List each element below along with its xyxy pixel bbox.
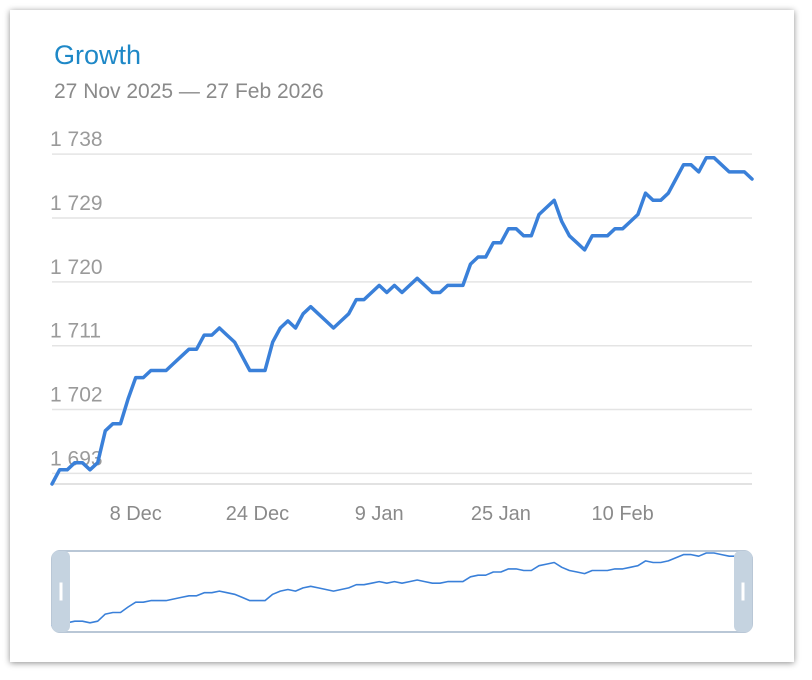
x-axis: 8 Dec 24 Dec 9 Jan 25 Jan 10 Feb bbox=[110, 503, 654, 525]
grid-lines bbox=[52, 153, 752, 485]
x-tick-label: 24 Dec bbox=[226, 503, 289, 525]
y-tick-label: 1 693 bbox=[50, 447, 103, 470]
chart-title: Growth bbox=[54, 40, 142, 70]
chart-subtitle: 27 Nov 2025 — 27 Feb 2026 bbox=[54, 80, 324, 103]
x-tick-label: 8 Dec bbox=[110, 503, 162, 525]
x-tick-label: 10 Feb bbox=[592, 503, 654, 525]
y-axis: 1 693 1 702 1 711 1 720 1 729 1 738 bbox=[50, 128, 103, 470]
y-tick-label: 1 738 bbox=[50, 128, 103, 151]
navigator-series-line bbox=[51, 552, 753, 627]
y-tick-label: 1 729 bbox=[50, 192, 103, 215]
y-tick-label: 1 720 bbox=[50, 256, 103, 279]
navigator[interactable] bbox=[51, 550, 753, 633]
y-tick-label: 1 702 bbox=[50, 384, 103, 407]
x-tick-label: 25 Jan bbox=[471, 503, 531, 525]
series-line bbox=[50, 155, 754, 486]
x-tick-label: 9 Jan bbox=[355, 503, 404, 525]
left-handle-grip bbox=[59, 582, 63, 601]
y-tick-label: 1 711 bbox=[50, 320, 101, 343]
right-handle-grip bbox=[741, 582, 745, 601]
navigator-frame[interactable] bbox=[51, 550, 753, 633]
